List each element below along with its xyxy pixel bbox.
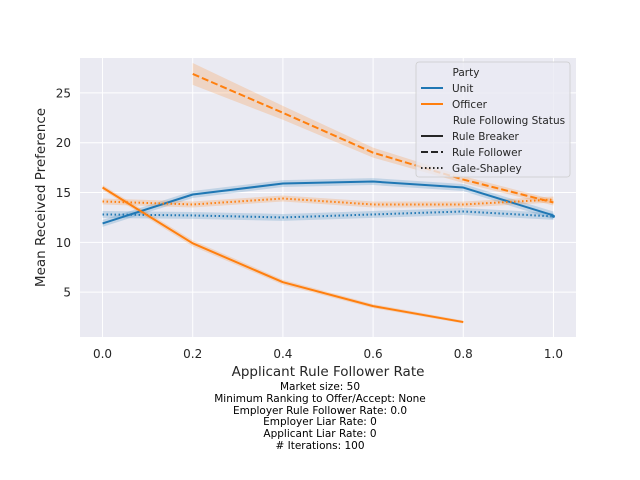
x-tick-label: 0.4 bbox=[273, 347, 292, 361]
series-line-officer-rule-follower bbox=[192, 73, 554, 204]
legend-box bbox=[415, 61, 571, 178]
y-tick-label: 5 bbox=[63, 286, 71, 300]
x-axis-label: Applicant Rule Follower Rate bbox=[232, 364, 425, 380]
caption: Market size: 50 Minimum Ranking to Offer… bbox=[0, 381, 640, 453]
confidence-bands bbox=[102, 62, 554, 324]
series-line-officer-rule-breaker bbox=[102, 186, 464, 324]
ci-band-officer-gale-shapley bbox=[102, 195, 554, 208]
legend-label-gale-shapley: Gale-Shapley bbox=[452, 163, 522, 175]
caption-line: Employer Liar Rate: 0 bbox=[263, 416, 377, 429]
legend-label-rule-follower: Rule Follower bbox=[452, 147, 523, 159]
y-tick-label: 20 bbox=[56, 136, 71, 150]
x-tick-label: 0.8 bbox=[454, 347, 473, 361]
series-line-officer-gale-shapley bbox=[102, 197, 554, 206]
caption-line: # Iterations: 100 bbox=[275, 439, 365, 452]
legend-label-unit: Unit bbox=[452, 83, 473, 95]
legend-title-party: Party bbox=[453, 67, 480, 79]
legend-label-officer: Officer bbox=[452, 99, 488, 111]
ci-band-unit-rule-breaker bbox=[102, 178, 554, 227]
ci-band-unit-gale-shapley bbox=[102, 207, 554, 221]
tick-labels: 0.0 0.2 0.4 0.6 0.8 1.0 5 10 15 20 25 bbox=[56, 86, 563, 361]
y-axis-label: Mean Received Preference bbox=[33, 108, 49, 287]
caption-line: Employer Rule Follower Rate: 0.0 bbox=[232, 404, 408, 417]
x-tick-label: 1.0 bbox=[544, 347, 563, 361]
ci-band-officer-rule-follower bbox=[192, 62, 554, 206]
legend-title-status: Rule Following Status bbox=[453, 115, 565, 127]
x-tick-label: 0.0 bbox=[93, 347, 112, 361]
x-tick-label: 0.6 bbox=[364, 347, 383, 361]
caption-line: Minimum Ranking to Offer/Accept: None bbox=[214, 392, 426, 405]
series-line-unit-rule-breaker bbox=[102, 180, 554, 225]
legend-label-rule-breaker: Rule Breaker bbox=[452, 131, 520, 143]
caption-line: Market size: 50 bbox=[279, 381, 361, 393]
line-chart: 0.0 0.2 0.4 0.6 0.8 1.0 5 10 15 20 25 Applicant Ru… bbox=[33, 58, 576, 380]
series-point-unit-rule-follower bbox=[551, 214, 555, 218]
x-tick-label: 0.2 bbox=[183, 347, 202, 361]
legend: Party Unit Officer Rule Following Status… bbox=[415, 61, 571, 178]
y-tick-label: 10 bbox=[56, 236, 71, 250]
y-tick-label: 15 bbox=[56, 186, 71, 200]
y-tick-label: 25 bbox=[56, 86, 71, 100]
caption-line: Applicant Liar Rate: 0 bbox=[263, 428, 377, 441]
series-lines bbox=[102, 73, 555, 324]
